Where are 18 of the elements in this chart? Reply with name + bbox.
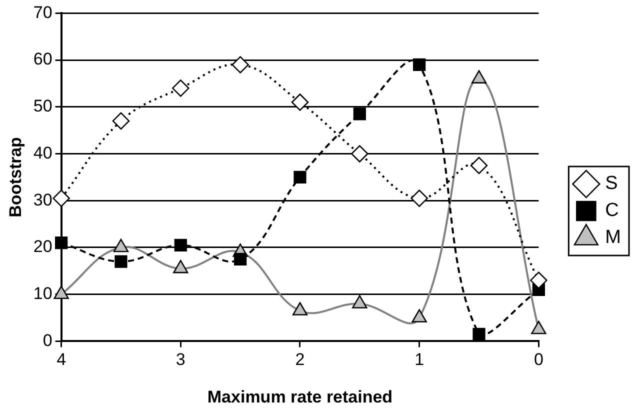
y-axis-title: Bootstrap <box>6 137 25 218</box>
x-tick-label: 3 <box>176 350 186 370</box>
y-tick-label: 20 <box>33 237 52 256</box>
x-tick-label: 2 <box>295 350 305 370</box>
y-tick-label: 0 <box>42 330 52 350</box>
y-tick-label: 70 <box>33 2 52 22</box>
y-tick-label: 50 <box>33 96 52 116</box>
y-tick-label: 30 <box>33 190 52 210</box>
legend-label: C <box>605 200 619 222</box>
x-tick-label: 1 <box>414 350 424 370</box>
x-axis-title: Maximum rate retained <box>207 387 393 406</box>
y-tick-label: 60 <box>33 50 52 69</box>
x-tick-label: 0 <box>534 350 544 370</box>
legend-label: M <box>605 227 621 248</box>
y-tick-label: 40 <box>33 143 52 162</box>
legend-label: S <box>605 173 618 194</box>
x-tick-label: 4 <box>56 350 66 370</box>
y-tick-label: 10 <box>33 284 52 304</box>
